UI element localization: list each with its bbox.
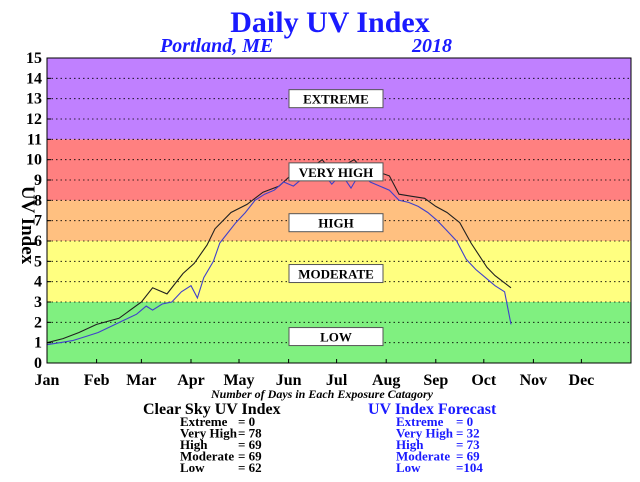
y-axis-label: UV Index [17, 186, 38, 265]
summary-row-value: = 69 [238, 449, 262, 464]
gridlines [47, 77, 631, 344]
chart-subtitle-year: 2018 [411, 35, 452, 57]
y-tick-label: 15 [26, 50, 42, 67]
summary-row-value: = 0 [238, 414, 255, 429]
category-box-moderate [288, 264, 384, 284]
category-label-high: HIGH [318, 216, 353, 231]
y-tick-label: 1 [34, 335, 42, 352]
category-box-low [288, 327, 384, 347]
y-tick-label: 4 [34, 274, 42, 291]
summary-row-value: = 69 [456, 449, 480, 464]
y-tick-label: 12 [26, 111, 42, 128]
y-tick-label: 5 [34, 253, 42, 270]
summary-row-label: Moderate [180, 449, 234, 464]
summary-row-label: Extreme [180, 414, 228, 429]
clear-sky-title: Clear Sky UV Index [143, 401, 281, 418]
x-tick-label: Sep [423, 372, 448, 389]
x-tick-label: Apr [177, 372, 205, 389]
summary-row-label: Extreme [396, 414, 444, 429]
x-tick-label: May [223, 372, 254, 389]
x-tick-label: Nov [520, 372, 548, 389]
summary-row-value: = 69 [238, 437, 262, 452]
summary-row-value: = 78 [238, 426, 262, 441]
y-tick-label: 6 [34, 233, 42, 250]
category-label-extreme: EXTREME [303, 92, 369, 107]
chart-subtitle-location: Portland, ME [159, 35, 273, 57]
summary-row-value: = 32 [456, 426, 480, 441]
summary-row-label: Low [396, 460, 421, 475]
summary-row-value: =104 [456, 460, 483, 475]
category-label-low: LOW [320, 330, 352, 345]
y-tick-label: 10 [26, 152, 42, 169]
x-tick-label: Jan [35, 372, 60, 389]
y-tick-label: 3 [34, 294, 42, 311]
y-tick-label: 7 [34, 213, 42, 230]
summary-row-value: = 62 [238, 460, 262, 475]
summary-row-label: High [180, 437, 208, 452]
y-tick-label: 13 [26, 91, 42, 108]
x-tick-label: Feb [84, 372, 110, 389]
x-tick-label: Oct [471, 372, 497, 389]
y-tick-label: 0 [34, 355, 42, 372]
x-caption: Number of Days in Each Exposure Catagory [210, 387, 434, 401]
forecast-line [46, 170, 512, 346]
x-tick-label: Dec [569, 372, 595, 389]
chart-title: Daily UV Index [230, 6, 429, 39]
category-label-very-high: VERY HIGH [299, 165, 374, 180]
y-tick-label: 14 [26, 70, 42, 87]
summary-row-label: Very High [396, 426, 454, 441]
category-box-high [288, 213, 384, 233]
category-labels: EXTREME VERY HIGH HIGH MODERATE LOW [288, 89, 384, 347]
category-label-moderate: MODERATE [298, 267, 374, 282]
x-tick-label: Mar [126, 372, 156, 389]
summary-row-label: Low [180, 460, 205, 475]
summary-row-label: Moderate [396, 449, 450, 464]
summary-row-label: High [396, 437, 424, 452]
x-tick-label: Aug [372, 372, 400, 389]
category-box-extreme [288, 89, 384, 109]
y-tick-label: 11 [27, 131, 42, 148]
summary-row-label: Very High [180, 426, 238, 441]
y-tick-label: 9 [34, 172, 42, 189]
x-tick-label: Jul [326, 372, 348, 389]
forecast-title: UV Index Forecast [368, 401, 497, 418]
plot-frame [46, 57, 632, 364]
category-box-very-high [288, 162, 384, 182]
y-tick-label: 2 [34, 314, 42, 331]
y-tick-label: 8 [34, 192, 42, 209]
x-tick-label: Jun [276, 372, 302, 389]
summary-row-value: = 73 [456, 437, 480, 452]
x-axis-ticks: Jan Feb Mar Apr May Jun Jul Aug Sep Oct Nov Dec [35, 359, 595, 389]
summary-row-value: = 0 [456, 414, 473, 429]
